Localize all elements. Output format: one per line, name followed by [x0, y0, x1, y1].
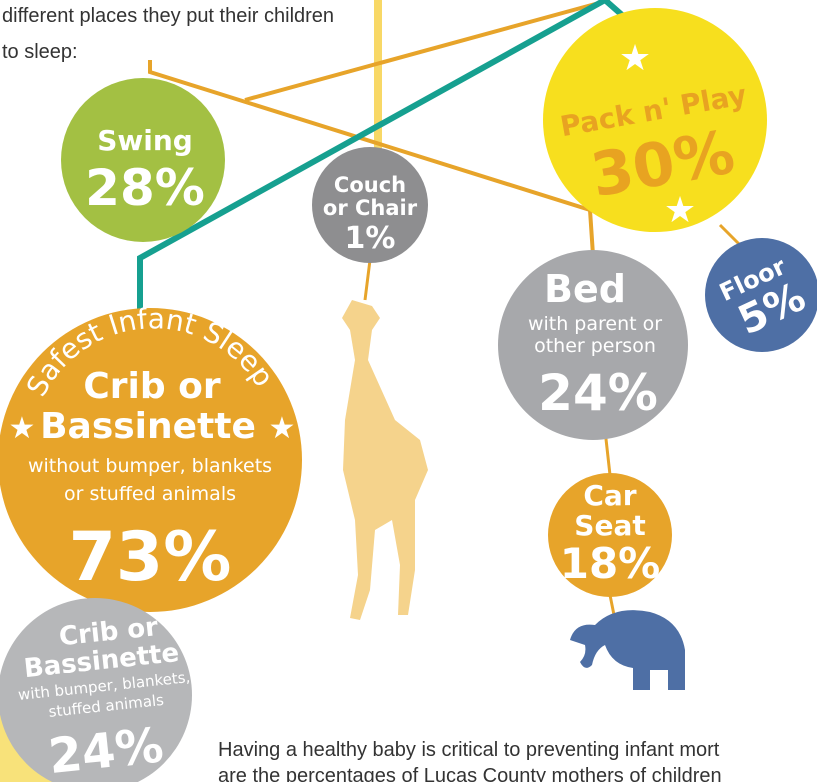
percent: 1%: [345, 221, 396, 256]
label: Swing: [97, 124, 193, 157]
detail: other person: [534, 335, 656, 357]
percent: 24%: [538, 364, 658, 422]
detail: without bumper, blankets: [28, 455, 272, 477]
label: or Chair: [323, 196, 418, 220]
infographic: different places they put their children…: [0, 0, 817, 782]
label: Bed: [544, 267, 626, 311]
intro-line: different places they put their children: [2, 5, 334, 27]
detail: or stuffed animals: [64, 483, 236, 505]
intro-line: to sleep:: [2, 41, 78, 63]
elephant-icon: [570, 610, 685, 690]
label: Seat: [574, 509, 645, 542]
star-icon: ★: [269, 411, 296, 446]
detail: with parent or: [528, 313, 662, 335]
footer-line: Having a healthy baby is critical to pre…: [218, 739, 720, 761]
string: [365, 260, 370, 300]
footer-line: are the percentages of Lucas County moth…: [218, 765, 722, 782]
star-icon: ★: [619, 38, 651, 79]
giraffe-icon: [342, 300, 428, 620]
percent: 18%: [560, 539, 661, 588]
label: Crib or: [83, 366, 221, 407]
percent: 28%: [85, 159, 205, 217]
star-icon: ★: [664, 190, 696, 231]
percent: 24%: [46, 717, 166, 782]
star-icon: ★: [9, 411, 36, 446]
label: Bassinette: [40, 406, 256, 447]
label: Couch: [334, 173, 406, 197]
percent: 73%: [69, 518, 232, 597]
label: Car: [583, 479, 636, 512]
